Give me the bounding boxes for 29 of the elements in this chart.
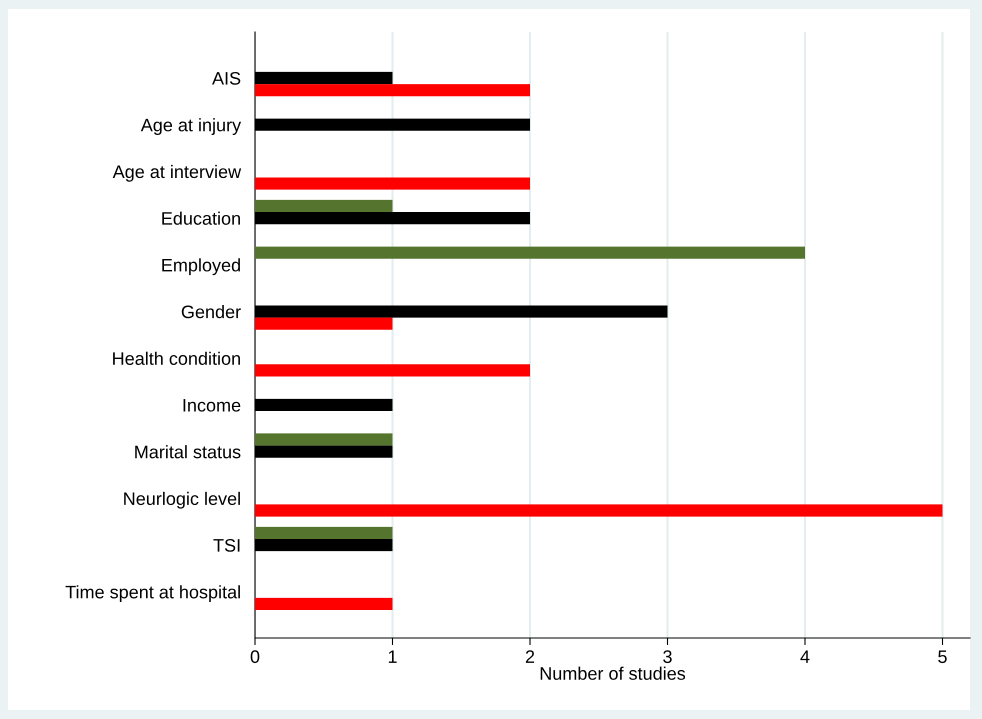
bar: [255, 84, 530, 96]
bar: [255, 318, 392, 330]
bar: [255, 200, 392, 212]
bar: [255, 433, 392, 446]
y-tick-label: TSI: [213, 538, 240, 552]
y-tick-label: Employed: [162, 258, 240, 276]
bar: [255, 246, 805, 259]
x-tick-label: 2: [526, 650, 534, 663]
bar: [255, 504, 942, 517]
bar: [255, 526, 392, 539]
y-tick-label: Income: [184, 399, 240, 412]
bar: [255, 598, 392, 610]
x-tick-label: 1: [388, 650, 397, 663]
x-tick-label: 0: [250, 650, 260, 664]
bar: [255, 364, 530, 376]
y-tick-label: Age at interview: [112, 164, 242, 182]
bar: [255, 177, 530, 190]
x-tick-label: 4: [800, 650, 810, 663]
x-tick-label: 3: [663, 650, 672, 664]
y-tick-label: Neurlogic level: [124, 492, 240, 509]
y-tick-label: Health condition: [113, 352, 240, 365]
x-axis-title: Number of studies: [540, 666, 686, 680]
y-tick-label: Education: [162, 212, 240, 225]
x-tick-label: 5: [938, 650, 947, 664]
y-tick-label: Age at injury: [140, 118, 242, 135]
y-tick-label: AIS: [212, 72, 240, 85]
y-tick-label: Marital status: [135, 445, 240, 458]
y-tick-label: Time spent at hospital: [66, 585, 240, 602]
y-tick-label: Gender: [182, 304, 241, 318]
